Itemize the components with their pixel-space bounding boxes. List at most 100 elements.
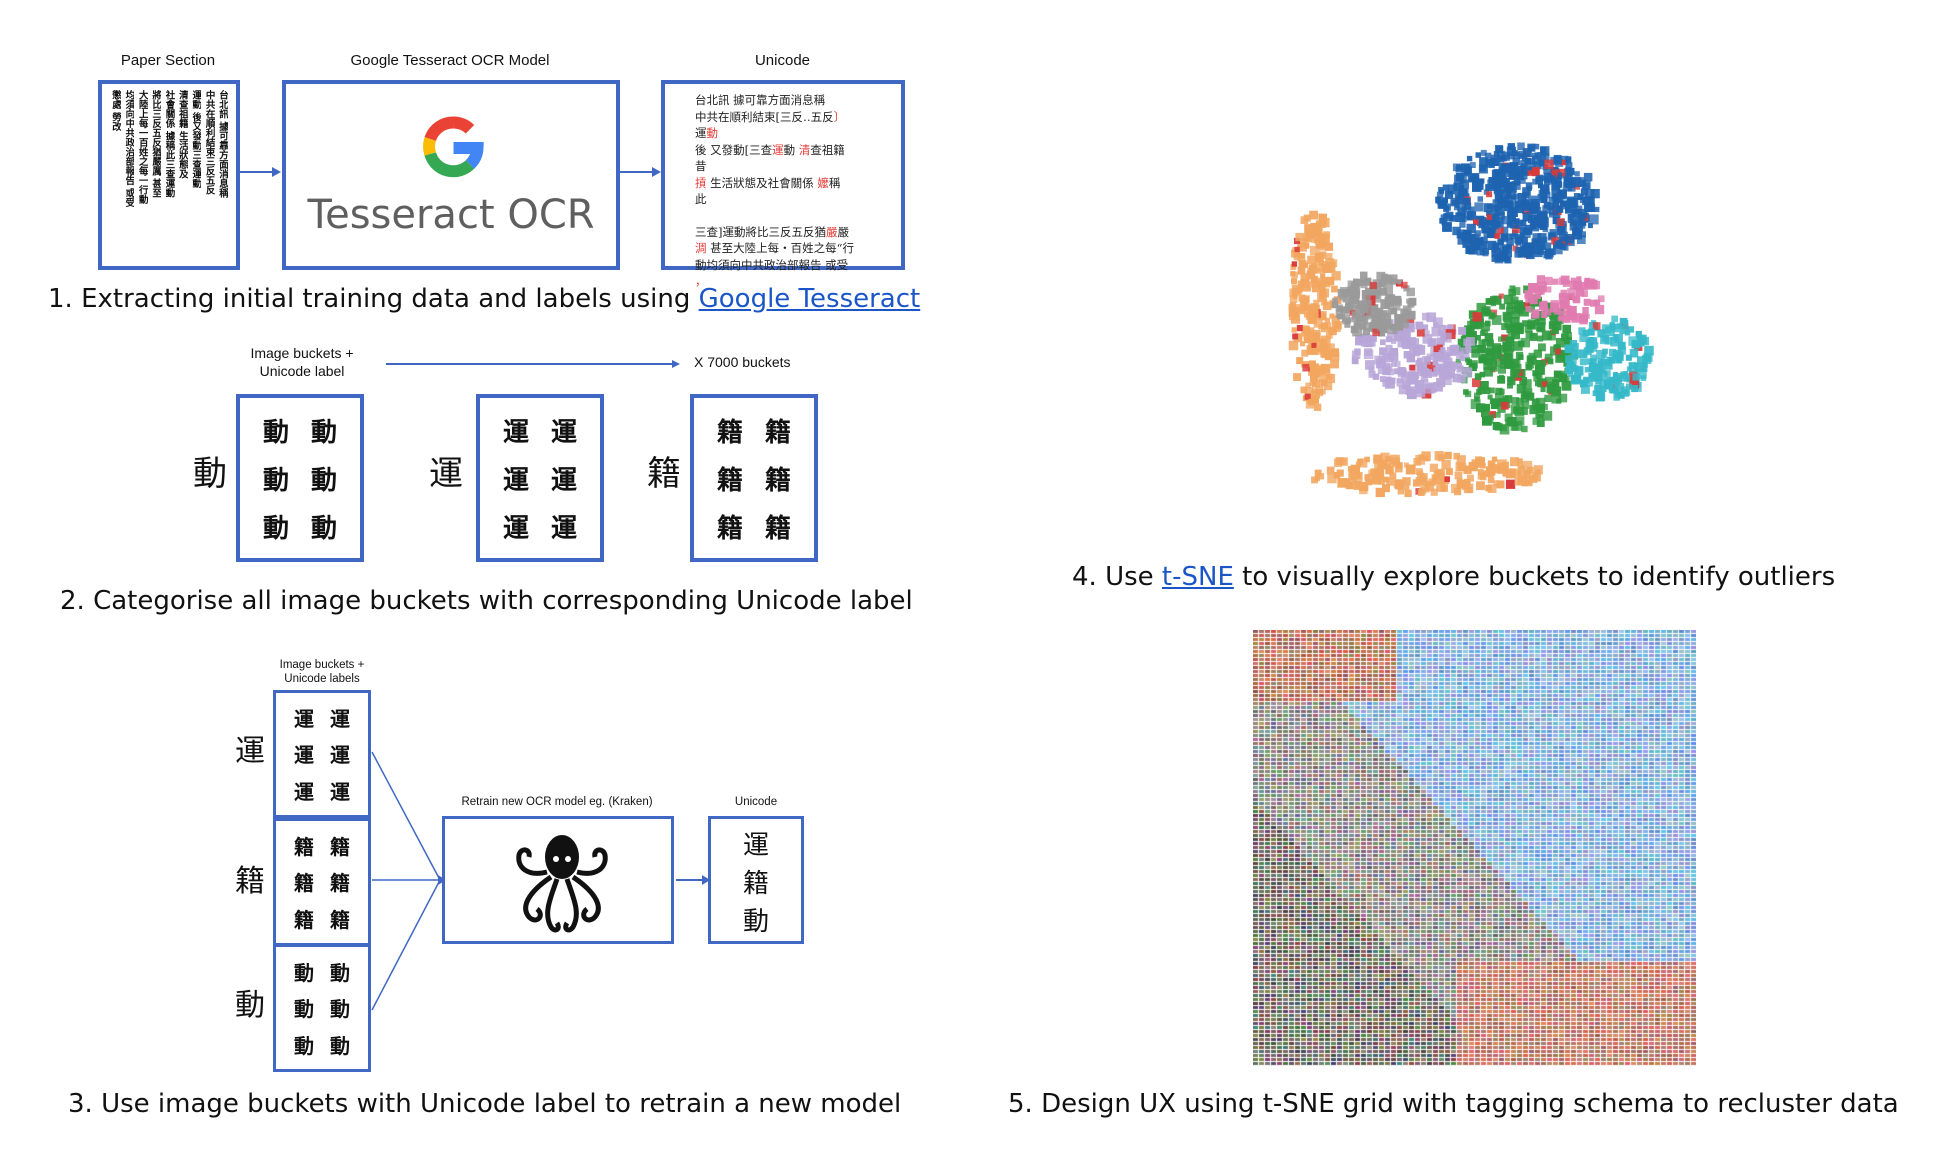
tsne-point — [1477, 457, 1485, 464]
tsne-point — [1560, 159, 1567, 166]
tsne-point — [1342, 478, 1349, 485]
tsne-link[interactable]: t-SNE — [1161, 562, 1234, 592]
tsne-point — [1507, 215, 1516, 224]
bucket-glyph: 動 — [310, 465, 337, 496]
ocr-span: 後 又發動[三查 — [695, 142, 773, 157]
tsne-point — [1463, 478, 1471, 486]
tsne-point — [1394, 298, 1402, 306]
tsne-point — [1514, 234, 1524, 244]
tsne-point — [1344, 321, 1351, 328]
bucket-glyph: 籍 — [764, 417, 791, 448]
tsne-point — [1442, 197, 1448, 204]
bucket-glyph: 動 — [310, 513, 337, 544]
tsne-point — [1314, 469, 1322, 477]
ocr-line: 動均須向中共政治部報告 或受 — [695, 257, 875, 274]
unicode-header-1: Unicode — [754, 52, 811, 69]
tsne-point — [1494, 205, 1505, 216]
tsne-point — [1594, 363, 1604, 373]
tsne-point — [1348, 317, 1354, 323]
bucket-glyph: 運 — [294, 743, 314, 768]
tsne-point — [1495, 175, 1502, 182]
tsne-point — [1491, 350, 1502, 360]
tsne-point — [1501, 401, 1509, 410]
tsne-point — [1486, 214, 1493, 221]
tsne-point — [1465, 357, 1471, 363]
paper-column: 均須向中共政治部報告 或受 — [123, 90, 135, 208]
tsne-point — [1506, 233, 1513, 240]
tsne-point — [1503, 294, 1514, 305]
bucket-glyph: 籍 — [716, 417, 743, 448]
tsne-point — [1489, 398, 1496, 404]
bucket-unicode-label: 運 — [429, 454, 463, 494]
tsne-point — [1543, 201, 1551, 209]
tsne-point — [1558, 393, 1568, 403]
bucket-glyph: 運 — [294, 706, 314, 731]
tsne-point — [1596, 349, 1606, 360]
tsne-point — [1506, 222, 1513, 228]
paper-column: 大陸上每一百姓之每一行動 — [136, 90, 148, 204]
tsne-point — [1517, 150, 1525, 158]
tsne-point — [1305, 311, 1315, 320]
tsne-point — [1366, 309, 1376, 320]
tsne-point — [1514, 251, 1521, 258]
tsne-point — [1486, 349, 1493, 356]
tsne-point — [1623, 375, 1630, 382]
tsne-point — [1482, 403, 1490, 412]
tsne-point — [1546, 172, 1556, 182]
unicode-char: 動 — [742, 907, 769, 937]
tsne-point — [1574, 366, 1584, 376]
tsne-point — [1487, 484, 1497, 493]
tsne-point — [1612, 372, 1619, 378]
tsne-point — [1533, 247, 1540, 255]
tsne-point — [1380, 339, 1386, 345]
tsne-point — [1570, 277, 1577, 284]
tsne-point — [1444, 451, 1452, 460]
tsne-point — [1608, 382, 1618, 392]
tsne-point — [1351, 311, 1359, 319]
tsne-point — [1582, 329, 1590, 337]
tsne-point — [1302, 262, 1308, 268]
google-tesseract-link[interactable]: Google Tesseract — [698, 284, 921, 314]
tsne-point — [1556, 205, 1564, 213]
tsne-point — [1511, 397, 1520, 405]
tsne-point — [1493, 151, 1500, 157]
tsne-point — [1463, 198, 1471, 206]
tsne-point — [1324, 242, 1333, 251]
tsne-point — [1407, 354, 1415, 363]
tsne-point — [1549, 206, 1559, 216]
tsne-point — [1336, 469, 1344, 477]
tsne-point — [1464, 328, 1471, 334]
tsne-point — [1573, 193, 1581, 200]
tsne-point — [1420, 368, 1429, 377]
tsne-point — [1584, 377, 1593, 387]
tsne-point — [1635, 330, 1642, 338]
tsne-point — [1301, 349, 1309, 357]
tsne-point — [1306, 345, 1316, 354]
tsne-point — [1543, 250, 1552, 259]
tsne-point — [1507, 325, 1518, 336]
ocr-line: 台北訊 據可靠方面消息稱 — [695, 92, 875, 109]
tsne-point — [1478, 241, 1488, 250]
tsne-point — [1491, 315, 1502, 325]
tsne-point — [1572, 227, 1581, 236]
tsne-point — [1598, 371, 1608, 381]
tsne-point — [1290, 264, 1297, 270]
paper-column: 運動 後又發動三查運動 — [190, 90, 202, 189]
tsne-point — [1372, 328, 1380, 337]
tsne-point — [1562, 279, 1570, 287]
tsne-point — [1554, 344, 1561, 351]
tsne-point — [1553, 155, 1562, 165]
tsne-point — [1539, 301, 1548, 311]
tsne-point — [1428, 382, 1435, 389]
tsne-point — [1502, 247, 1512, 258]
tsne-point — [1526, 355, 1535, 363]
tsne-point — [1589, 363, 1598, 373]
tsne-point — [1573, 221, 1584, 232]
paper-section-box: 台北訊 據可靠方面消息稱 中共在順利結束三反五反 運動 後又發動三查運動 清查祖籍 生… — [98, 80, 240, 270]
tsne-point — [1497, 365, 1506, 374]
tsne-point — [1495, 145, 1504, 154]
tsne-point — [1483, 471, 1490, 478]
tsne-point — [1500, 233, 1508, 241]
paper-column: 台北訊 據可靠方面消息稱 — [217, 90, 228, 198]
tsne-point — [1481, 338, 1489, 346]
